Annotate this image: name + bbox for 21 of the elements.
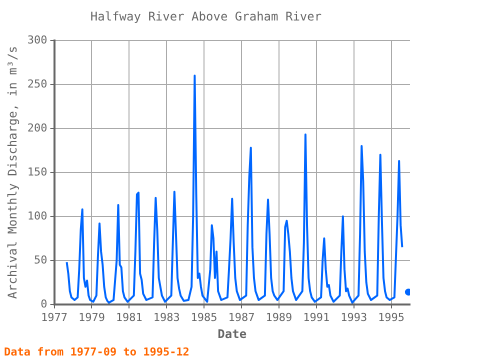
x-tick-label: 1987: [228, 310, 255, 324]
x-tick-label: 1979: [78, 310, 105, 324]
x-tick-label: 1977: [41, 310, 68, 324]
y-tick-label: 150: [27, 165, 48, 178]
x-tick-label: 1991: [303, 310, 330, 324]
chart-title: Halfway River Above Graham River: [90, 9, 322, 24]
y-tick-label: 250: [27, 77, 48, 90]
x-tick-label: 1981: [116, 310, 142, 324]
y-tick-label: 50: [34, 253, 48, 266]
x-tick-label: 1989: [266, 310, 292, 324]
x-axis-title: Date: [218, 326, 247, 341]
x-tick-label: 1993: [340, 310, 368, 324]
y-tick-label: 0: [40, 297, 48, 310]
y-tick-label: 300: [27, 33, 48, 46]
y-tick-label: 100: [27, 209, 48, 222]
x-tick-label: 1995: [378, 310, 405, 324]
x-tick-label: 1983: [153, 310, 180, 324]
text: Data from 1977-09 to 1995-12: [4, 345, 190, 358]
y-tick-label: 200: [27, 121, 48, 134]
x-tick-label: 1985: [190, 310, 218, 324]
y-axis-title: Archival Monthly Discharge, in m³/s: [5, 46, 20, 299]
